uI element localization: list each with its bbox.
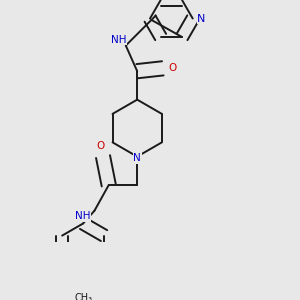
Text: O: O: [169, 63, 177, 73]
Text: CH₃: CH₃: [74, 292, 92, 300]
Text: N: N: [133, 153, 141, 163]
Text: N: N: [197, 14, 206, 23]
Text: NH: NH: [75, 212, 91, 221]
Text: O: O: [96, 141, 104, 151]
Text: NH: NH: [111, 35, 126, 45]
